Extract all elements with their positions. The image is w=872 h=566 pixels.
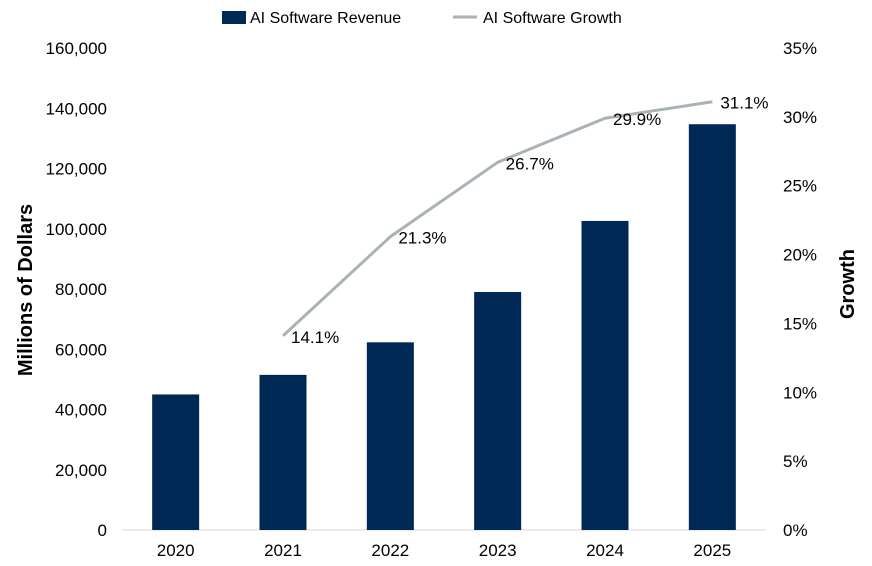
y-tick-label: 100,000 <box>46 220 107 239</box>
y-axis-title: Millions of Dollars <box>15 204 37 376</box>
y-tick-label: 0 <box>98 521 107 540</box>
y2-tick-label: 0% <box>783 521 808 540</box>
revenue-bar <box>581 220 629 531</box>
y-tick-label: 60,000 <box>55 340 107 359</box>
growth-data-label: 31.1% <box>720 94 768 113</box>
x-tick-label: 2024 <box>586 541 624 560</box>
y2-tick-label: 25% <box>783 177 817 196</box>
y2-tick-label: 10% <box>783 383 817 402</box>
revenue-bar <box>259 374 307 530</box>
revenue-bar <box>152 394 200 530</box>
growth-data-label: 26.7% <box>506 154 554 173</box>
x-tick-label: 2025 <box>693 541 731 560</box>
revenue-bar <box>474 292 522 530</box>
growth-line <box>281 100 713 337</box>
y-tick-label: 120,000 <box>46 160 107 179</box>
y-axis-ticks: 0 20,000 40,000 60,000 80,000 100,000 120,000 1… <box>46 39 107 540</box>
y2-tick-label: 35% <box>783 39 817 58</box>
legend: AI Software Revenue AI Software Growth <box>222 10 622 27</box>
revenue-bar <box>688 124 736 530</box>
x-tick-label: 2022 <box>371 541 409 560</box>
y2-axis-ticks: 0% 5% 10% 15% 20% 25% 30% 35% <box>783 39 817 540</box>
legend-label-growth: AI Software Growth <box>483 10 622 27</box>
growth-data-label: 29.9% <box>613 110 661 129</box>
growth-data-label: 14.1% <box>291 328 339 347</box>
y-tick-label: 140,000 <box>46 99 107 118</box>
y2-tick-label: 30% <box>783 108 817 127</box>
y2-tick-label: 20% <box>783 246 817 265</box>
y2-tick-label: 15% <box>783 314 817 333</box>
x-tick-label: 2020 <box>157 541 195 560</box>
growth-data-label: 21.3% <box>398 229 446 248</box>
y-tick-label: 80,000 <box>55 280 107 299</box>
legend-label-revenue: AI Software Revenue <box>250 10 401 27</box>
revenue-bars <box>152 124 736 531</box>
y-tick-label: 40,000 <box>55 401 107 420</box>
x-tick-label: 2021 <box>264 541 302 560</box>
legend-swatch-revenue <box>222 11 246 24</box>
x-tick-label: 2023 <box>479 541 517 560</box>
revenue-bar <box>366 342 414 530</box>
y2-axis-title: Growth <box>837 249 859 319</box>
y-tick-label: 160,000 <box>46 39 107 58</box>
x-axis-ticks: 2020 2021 2022 2023 2024 2025 <box>157 541 731 560</box>
y-tick-label: 20,000 <box>55 461 107 480</box>
y2-tick-label: 5% <box>783 452 808 471</box>
growth-line-group: 14.1% 21.3% 26.7% 29.9% 31.1% <box>281 94 769 347</box>
